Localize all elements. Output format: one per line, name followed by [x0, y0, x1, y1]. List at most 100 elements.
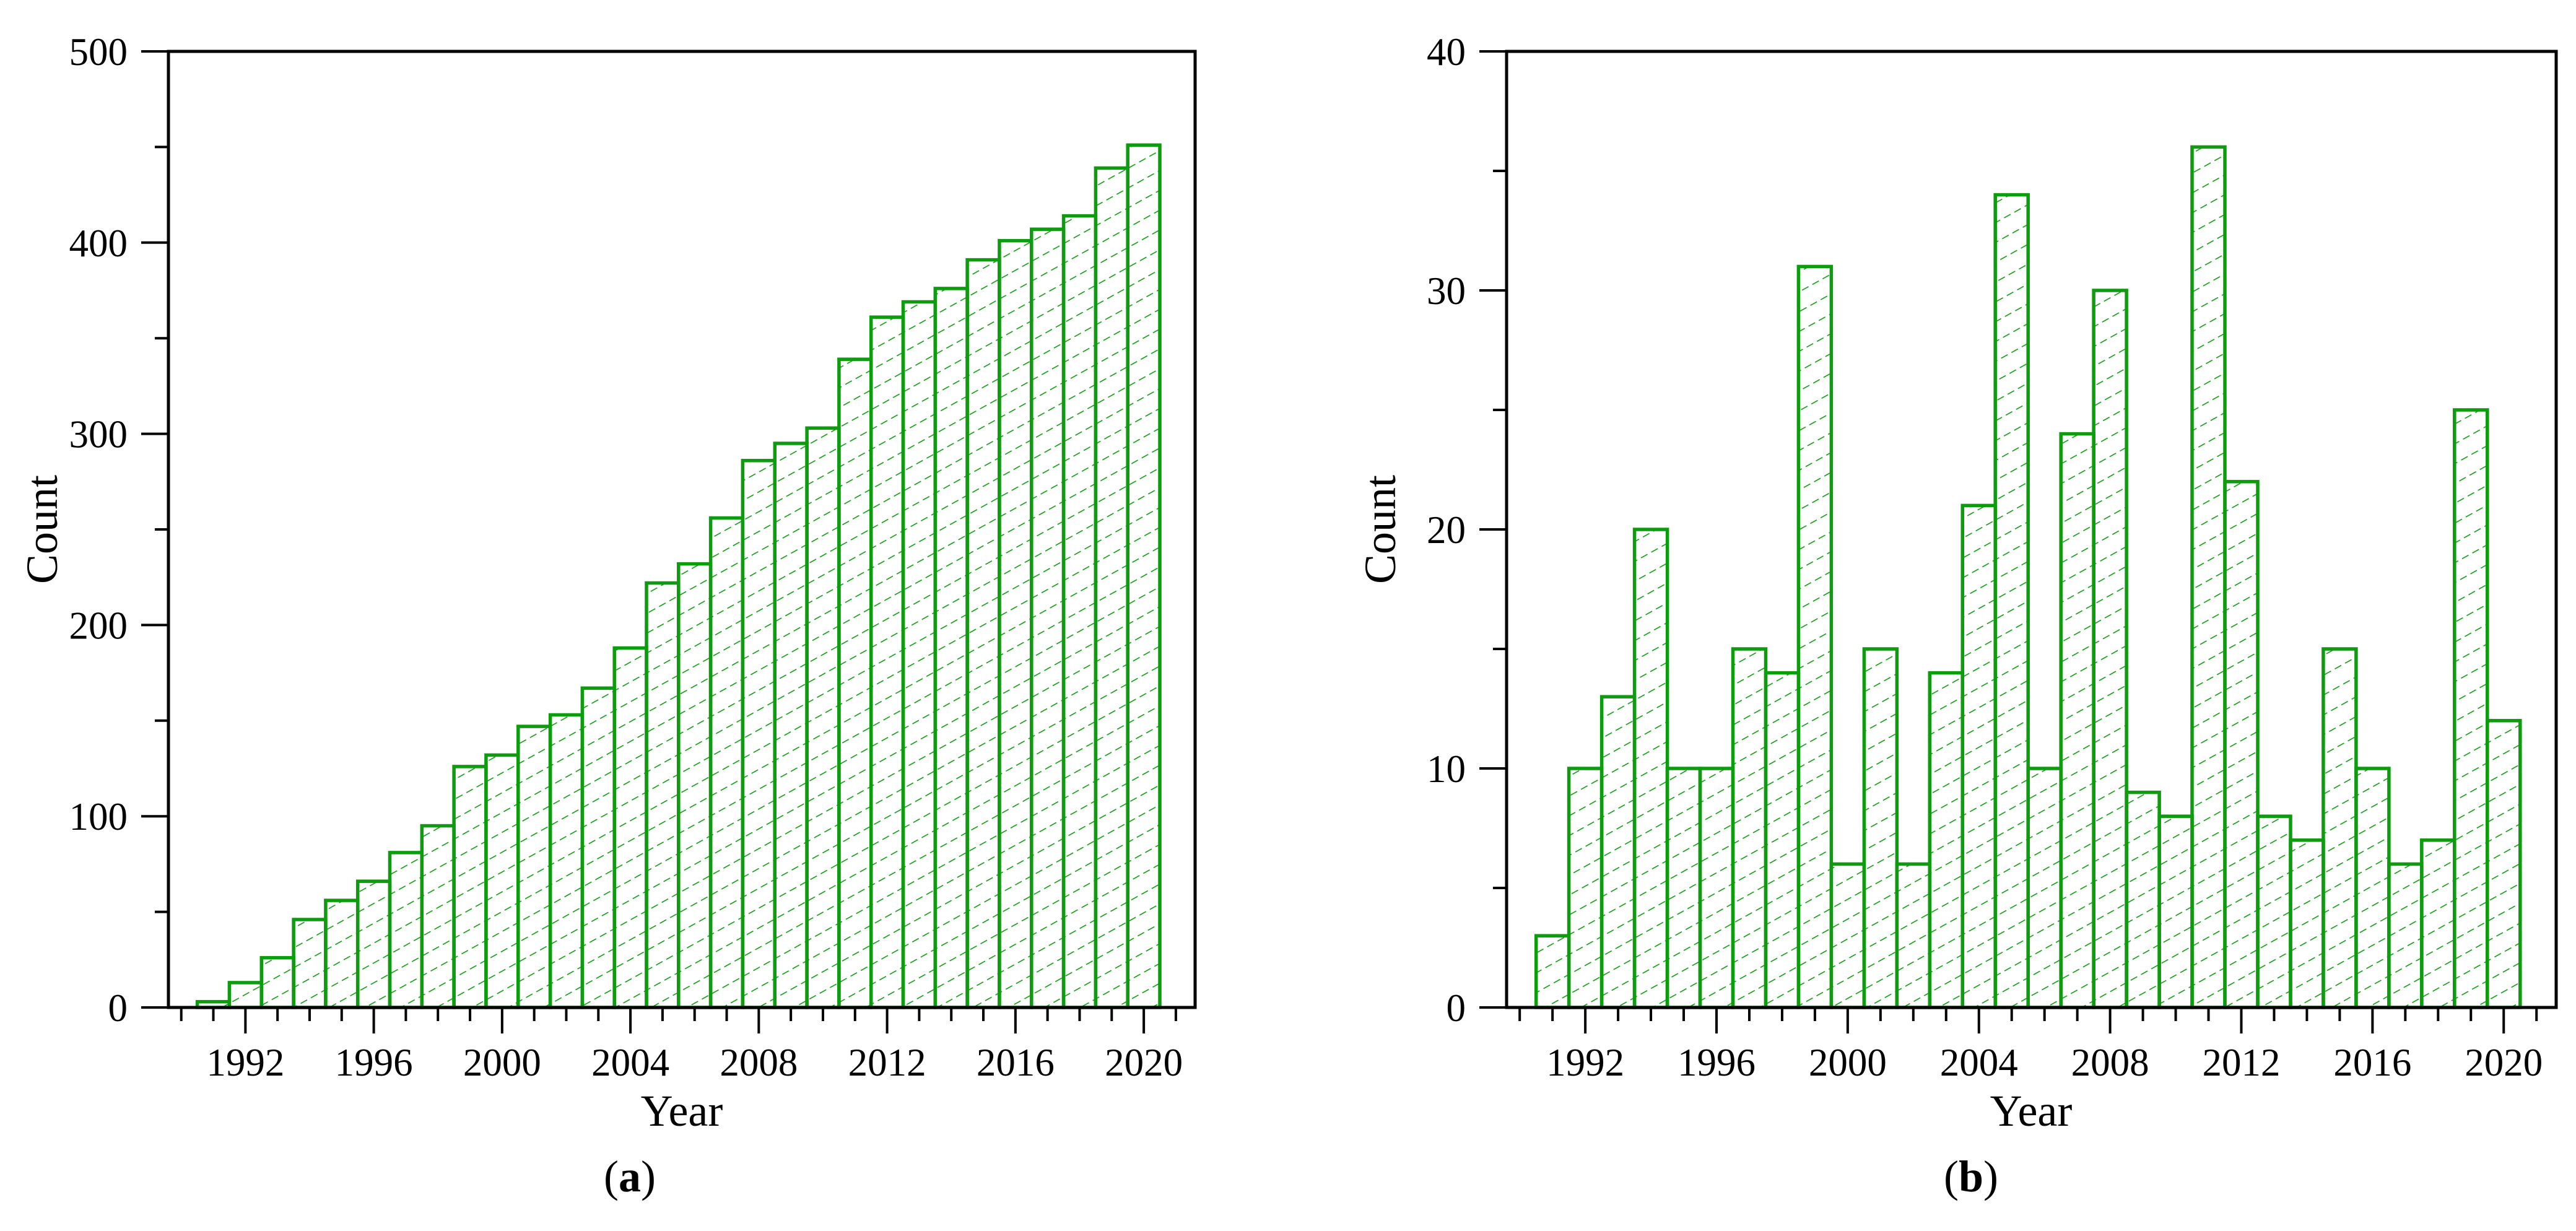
- bar-2011: [837, 357, 873, 1009]
- bar-1999: [1796, 264, 1834, 1009]
- bar-2018: [2420, 838, 2456, 1009]
- x-tick-label: 2016: [2333, 1041, 2411, 1084]
- y-tick-label: 400: [69, 222, 128, 265]
- bar-2008: [741, 459, 777, 1009]
- x-tick-label: 2008: [720, 1041, 798, 1084]
- bar-2016: [998, 238, 1033, 1009]
- panel-label-close-paren: ): [641, 1152, 656, 1201]
- panel-b: 0 10 20 30 40 1992 1996 2000 2004 2008 2012 2016 202…: [1355, 30, 2558, 1201]
- bar-2013: [2256, 814, 2292, 1009]
- x-tick-label: 2000: [1809, 1041, 1887, 1084]
- y-tick-label: 100: [69, 795, 128, 838]
- bar-1997: [1731, 647, 1768, 1009]
- bar-2015: [2321, 647, 2358, 1009]
- bar-1991: [1534, 934, 1571, 1009]
- panel-label-letter: b: [1959, 1152, 1983, 1201]
- bar-2008: [2092, 289, 2128, 1009]
- x-tick-label: 2020: [2465, 1041, 2543, 1084]
- bar-2011: [2190, 145, 2227, 1009]
- x-tick-label: 1996: [1677, 1041, 1756, 1084]
- bar-2005: [645, 581, 681, 1009]
- bar-2007: [708, 516, 745, 1009]
- bar-2004: [612, 646, 648, 1009]
- bar-1993: [1599, 695, 1637, 1009]
- bar-2000: [1829, 862, 1866, 1009]
- bar-2010: [2157, 814, 2194, 1009]
- bars-a: [195, 143, 1162, 1009]
- bar-2006: [2026, 767, 2063, 1009]
- x-tick-label: 2000: [463, 1041, 541, 1084]
- bar-2007: [2059, 432, 2095, 1009]
- bar-2020: [1126, 143, 1162, 1009]
- bar-1995: [1665, 767, 1702, 1009]
- y-tick-label: 0: [108, 986, 128, 1030]
- panel-label-open-paren: (: [604, 1152, 619, 1201]
- bar-2019: [2453, 408, 2489, 1009]
- bar-2010: [805, 426, 841, 1009]
- y-tick-label: 300: [69, 413, 128, 456]
- panel-label: (a): [604, 1152, 656, 1201]
- panel-label-close-paren: ): [1983, 1152, 1998, 1201]
- bar-1992: [227, 981, 263, 1009]
- bar-1994: [1632, 528, 1669, 1009]
- panel-label-letter: a: [619, 1152, 641, 1201]
- bar-2019: [1094, 166, 1129, 1009]
- bar-2020: [2486, 719, 2522, 1009]
- y-axis-title: Count: [17, 475, 67, 584]
- y-tick-label: 200: [69, 604, 128, 647]
- bar-2014: [2289, 838, 2325, 1009]
- bar-2017: [1030, 227, 1066, 1009]
- bar-2015: [965, 258, 1001, 1009]
- bar-2002: [1895, 862, 1932, 1009]
- bar-2000: [484, 753, 520, 1009]
- bar-2017: [2387, 862, 2424, 1009]
- x-tick-label: 2020: [1105, 1041, 1183, 1084]
- bar-2003: [580, 686, 616, 1009]
- bar-1992: [1567, 767, 1604, 1009]
- x-tick-label: 2008: [2071, 1041, 2149, 1084]
- x-tick-label: 2016: [977, 1041, 1055, 1084]
- bar-1997: [388, 851, 424, 1009]
- x-axis-title: Year: [641, 1086, 723, 1136]
- bar-2003: [1928, 671, 1965, 1009]
- x-axis-a: 1992 1996 2000 2004 2008 2012 2016 2020: [180, 1007, 1183, 1084]
- x-axis-b: 1992 1996 2000 2004 2008 2012 2016 2020: [1518, 1007, 2543, 1084]
- bar-2016: [2354, 767, 2391, 1009]
- y-tick-label: 10: [1427, 747, 1466, 791]
- x-tick-label: 2004: [591, 1041, 669, 1084]
- bar-1994: [292, 918, 328, 1009]
- x-tick-label: 1992: [206, 1041, 284, 1084]
- bar-2012: [2223, 480, 2260, 1009]
- y-axis-title: Count: [1355, 475, 1405, 584]
- bar-2005: [1993, 193, 2030, 1009]
- bar-2009: [773, 442, 809, 1009]
- y-axis-b: 0 10 20 30 40: [1427, 30, 1507, 1030]
- x-tick-label: 2004: [1940, 1041, 2018, 1084]
- bar-1996: [355, 879, 392, 1009]
- bar-1999: [452, 765, 488, 1009]
- bar-1998: [1764, 671, 1801, 1009]
- y-tick-label: 20: [1427, 508, 1466, 552]
- x-axis-title: Year: [1990, 1086, 2073, 1136]
- y-tick-label: 500: [69, 30, 128, 74]
- x-tick-label: 2012: [2203, 1041, 2281, 1084]
- y-tick-label: 0: [1447, 986, 1466, 1030]
- panel-a: 0 100 200 300 400 500 1992 1996 2000 2004 2008 2012…: [17, 30, 1197, 1201]
- bar-2012: [869, 315, 905, 1009]
- panel-label-open-paren: (: [1944, 1152, 1959, 1201]
- y-tick-label: 40: [1427, 30, 1466, 74]
- bar-1995: [324, 898, 360, 1009]
- x-tick-label: 1996: [335, 1041, 413, 1084]
- bars-b: [1534, 145, 2522, 1009]
- x-tick-label: 1992: [1546, 1041, 1624, 1084]
- panel-label: (b): [1944, 1152, 1998, 1201]
- y-tick-label: 30: [1427, 269, 1466, 313]
- y-axis-a: 0 100 200 300 400 500: [69, 30, 168, 1030]
- bar-2001: [1862, 647, 1899, 1009]
- bar-2018: [1061, 214, 1098, 1009]
- bar-1993: [259, 955, 295, 1009]
- bar-2009: [2125, 790, 2161, 1009]
- bar-2013: [901, 300, 938, 1009]
